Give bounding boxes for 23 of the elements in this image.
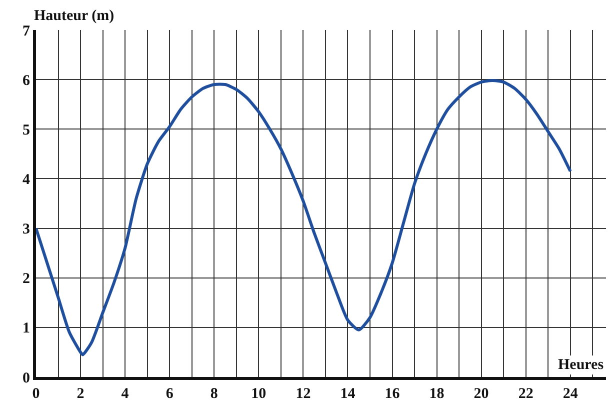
y-axis-title: Hauteur (m) xyxy=(34,8,114,24)
y-tick-label: 6 xyxy=(22,72,30,89)
y-tick-label: 3 xyxy=(22,222,30,238)
x-tick-label: 10 xyxy=(251,386,266,402)
x-tick-label: 18 xyxy=(429,386,444,402)
x-tick-label: 24 xyxy=(562,386,578,402)
y-tick-label: 0 xyxy=(22,370,30,386)
y-tick-label: 2 xyxy=(22,271,30,288)
line-series xyxy=(36,79,572,356)
x-tick-label: 8 xyxy=(210,386,218,402)
x-tick-label: 6 xyxy=(166,386,174,402)
x-tick-label: 2 xyxy=(76,386,84,402)
x-tick-label: 16 xyxy=(384,386,400,402)
x-tick-label: 20 xyxy=(474,386,489,402)
y-tick-label: 1 xyxy=(22,320,30,337)
x-tick-label: 14 xyxy=(340,386,356,402)
y-tick-label: 7 xyxy=(22,23,30,40)
y-tick-label: 4 xyxy=(22,172,30,188)
x-tick-label: 12 xyxy=(296,386,311,402)
x-axis-title: Heures xyxy=(558,357,604,373)
x-tick-label: 4 xyxy=(121,386,130,402)
x-tick-label: 22 xyxy=(518,386,534,402)
y-tick-label: 5 xyxy=(22,122,30,138)
